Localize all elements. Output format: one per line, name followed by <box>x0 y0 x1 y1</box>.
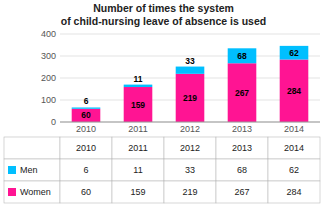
data-label: 267 <box>235 88 249 98</box>
data-label: 62 <box>289 48 299 58</box>
data-labels: 60 159 219 267 284 6 11 33 68 62 <box>81 48 301 121</box>
table-cell <box>164 181 216 203</box>
bar-segment <box>228 63 257 122</box>
table-value: 159 <box>130 187 145 197</box>
table-header: 2012 <box>180 143 200 153</box>
y-tick-label: 400 <box>41 29 56 39</box>
table-value: 60 <box>81 187 91 197</box>
bar-segment <box>176 74 205 122</box>
x-tick-label: 2014 <box>284 124 304 134</box>
table-cell <box>4 159 60 181</box>
grid-line <box>60 34 320 35</box>
table-value: 33 <box>185 165 195 175</box>
table-cell <box>4 137 60 159</box>
table-value: 267 <box>234 187 249 197</box>
grid <box>60 34 320 122</box>
data-label: 33 <box>185 56 195 66</box>
title: Number of times the systemof child-nursi… <box>61 2 266 27</box>
table-cell <box>112 137 164 159</box>
bar-segment <box>124 85 153 87</box>
table-header: 2011 <box>128 143 147 153</box>
table-header: 2013 <box>232 143 252 153</box>
data-label: 159 <box>131 100 145 110</box>
table-value: 62 <box>289 165 299 175</box>
table-value: 11 <box>133 165 142 175</box>
data-table: 2010 2011 2012 2013 2014 Men 6 11 33 68 62 Women 60 1… <box>4 137 320 203</box>
y-tick-label: 200 <box>41 73 56 83</box>
legend-swatch <box>8 188 16 196</box>
bars <box>72 46 309 122</box>
x-axis-line <box>60 122 320 123</box>
x-tick-label: 2013 <box>232 124 252 134</box>
data-label: 6 <box>84 96 89 106</box>
table-cell <box>60 159 112 181</box>
table-cell <box>164 159 216 181</box>
table-cell <box>268 159 320 181</box>
data-label: 60 <box>81 110 91 120</box>
table-value: 68 <box>237 165 247 175</box>
table-value: 6 <box>83 165 88 175</box>
table-cell <box>268 181 320 203</box>
table-cell <box>60 137 112 159</box>
legend-swatch <box>8 166 16 174</box>
table-cell <box>216 159 268 181</box>
chart: Number of times the systemof child-nursi… <box>0 0 327 210</box>
bar-segment <box>124 87 153 122</box>
table-value: 219 <box>182 187 197 197</box>
bar-segment <box>228 48 257 63</box>
legend-label: Women <box>20 187 51 197</box>
legend-label: Men <box>20 165 38 175</box>
table-cell <box>112 181 164 203</box>
y-tick-label: 100 <box>41 95 56 105</box>
table-cell <box>4 181 60 203</box>
y-tick-label: 0 <box>51 117 56 127</box>
bar-segment <box>72 109 101 122</box>
bar-segment <box>280 46 309 60</box>
table-header: 2010 <box>76 143 96 153</box>
bar-segment <box>280 60 309 122</box>
x-tick-label: 2010 <box>76 124 96 134</box>
table-cell <box>268 137 320 159</box>
table-value: 284 <box>286 187 301 197</box>
data-label: 284 <box>287 86 301 96</box>
grid-line <box>60 122 320 123</box>
data-label: 68 <box>237 51 247 61</box>
x-tick-label: 2011 <box>128 124 147 134</box>
data-label: 219 <box>183 93 197 103</box>
table-cell <box>216 181 268 203</box>
bar-segment <box>72 107 101 108</box>
table-cell <box>164 137 216 159</box>
table-header: 2014 <box>284 143 304 153</box>
data-label: 11 <box>134 74 143 84</box>
y-tick-label: 300 <box>41 51 56 61</box>
table-cell <box>60 181 112 203</box>
x-tick-label: 2012 <box>180 124 200 134</box>
table-cell <box>216 137 268 159</box>
bar-segment <box>176 67 205 74</box>
table-cell <box>112 159 164 181</box>
